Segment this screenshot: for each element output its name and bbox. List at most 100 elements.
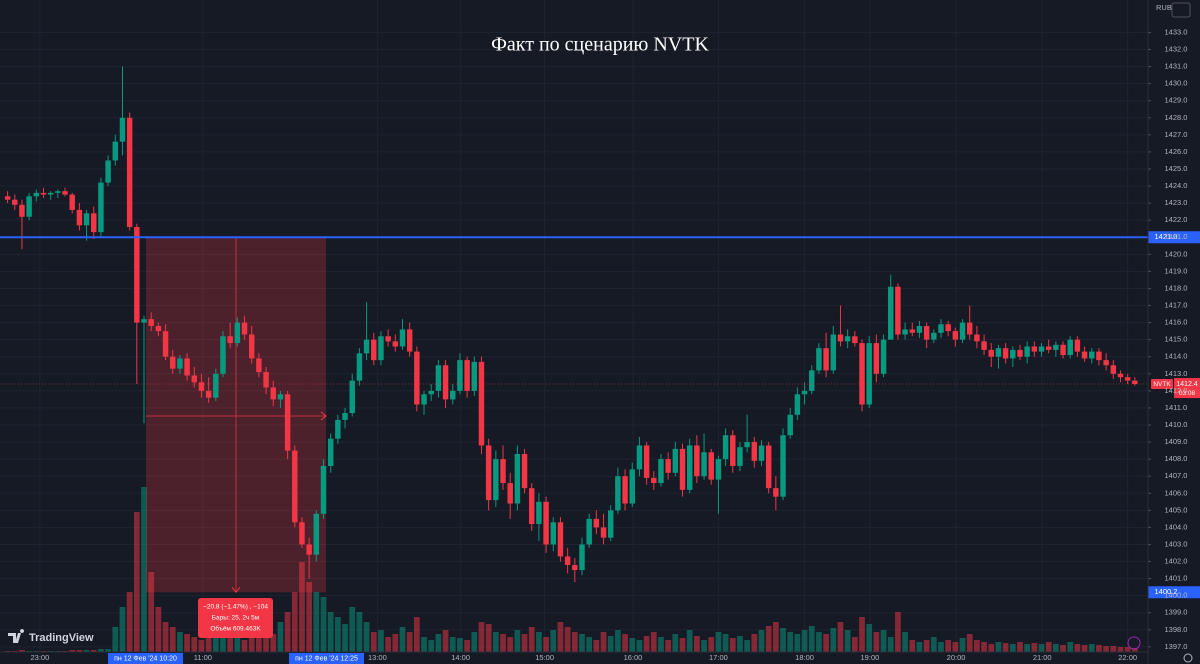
volume-bar [342, 624, 348, 652]
volume-bar [787, 632, 794, 652]
volume-bar [1060, 645, 1066, 652]
candle-body [205, 390, 212, 398]
candle-body [880, 339, 887, 374]
volume-bar [1081, 645, 1088, 652]
volume-bar [1002, 643, 1009, 652]
currency: RUB [1156, 3, 1172, 12]
volume-bar [399, 627, 406, 652]
candle-body [356, 353, 363, 381]
candle-body [327, 438, 334, 466]
candle-body [593, 518, 600, 528]
y-tick-label: 1409.0 [1165, 437, 1188, 446]
candle-body [787, 414, 793, 436]
candle-body [134, 227, 140, 323]
volume-bar [1131, 648, 1138, 652]
volume-bar [500, 634, 506, 652]
y-tick-label: 1408.0 [1165, 454, 1188, 463]
settings-button[interactable] [1171, 2, 1191, 18]
candle-body [586, 518, 592, 545]
x-tick-label: 18:00 [795, 653, 814, 662]
volume-bar [550, 630, 557, 652]
candle-body [292, 450, 298, 523]
volume-bar [184, 634, 190, 652]
volume-bar [974, 640, 980, 652]
candle-body [809, 370, 815, 391]
volume-bar [133, 512, 140, 652]
candle-body [988, 349, 994, 357]
volume-bar [679, 638, 686, 652]
volume [4, 487, 1138, 652]
candle-body [363, 339, 370, 354]
candle-body [995, 348, 1002, 357]
y-tick-label: 1426.0 [1165, 147, 1188, 156]
candle-body [19, 204, 25, 217]
candle-body [572, 564, 578, 571]
candle-body [421, 394, 427, 405]
x-tick-label: 22:00 [1118, 653, 1137, 662]
settings-icon[interactable] [1183, 653, 1193, 663]
volume-bar [356, 612, 363, 652]
y-tick-label: 1410.0 [1165, 420, 1188, 429]
x-tick-label: 23:00 [31, 653, 50, 662]
candle-body [722, 435, 729, 460]
y-tick-label: 1427.0 [1165, 130, 1188, 139]
candle-body [227, 336, 233, 344]
candle-body [916, 326, 923, 333]
volume-bar [794, 634, 801, 652]
candle-body [672, 448, 679, 473]
candle-body [12, 199, 18, 205]
y-tick-label: 1415.0 [1165, 335, 1188, 344]
volume-bar [320, 597, 327, 652]
volume-bar [938, 642, 944, 652]
volume-bar [363, 622, 370, 652]
volume-bar [428, 640, 435, 652]
alert-icon[interactable] [1127, 636, 1141, 650]
volume-bar [392, 634, 399, 652]
volume-bar [528, 627, 535, 652]
volume-bar [1024, 644, 1031, 652]
candle-body [141, 319, 147, 323]
candle-body [69, 194, 75, 210]
y-tick-label: 1418.0 [1165, 283, 1188, 292]
volume-bar [895, 612, 901, 652]
candle-body [234, 322, 241, 344]
candle-body [557, 522, 564, 557]
candle-body [751, 442, 758, 461]
candles [4, 66, 1138, 583]
volume-bar [844, 630, 851, 652]
candle-body [406, 329, 413, 352]
volume-bar [959, 638, 966, 652]
y-tick-label: 1416.0 [1165, 318, 1188, 327]
date-box [108, 653, 183, 664]
volume-bar [579, 634, 585, 652]
volume-bar [148, 572, 155, 652]
volume-bar [126, 592, 133, 652]
volume-bar [1038, 644, 1045, 652]
volume-bar [155, 607, 162, 652]
candle-body [1002, 348, 1009, 359]
logo: TradingView [8, 629, 94, 644]
candle-body [478, 361, 485, 446]
volume-bar [1096, 645, 1102, 652]
volume-bar [514, 630, 521, 652]
volume-bar [672, 634, 679, 652]
candle-body [98, 182, 104, 233]
candle-body [1024, 346, 1030, 357]
volume-bar [212, 627, 219, 652]
volume-bar [658, 637, 664, 652]
volume-bar [1074, 644, 1081, 652]
candle-body [62, 191, 68, 195]
volume-bar [19, 650, 25, 652]
volume-bar [220, 630, 226, 652]
y-tick-label: 1417.0 [1165, 301, 1188, 310]
y-tick-label: 1433.0 [1165, 27, 1188, 36]
x-tick-label: 15:00 [535, 653, 554, 662]
candle-body [1110, 365, 1117, 374]
candle-body [1096, 351, 1102, 361]
volume-bar [887, 637, 894, 652]
candle-body [852, 336, 858, 344]
y-tick-label: 1424.0 [1165, 181, 1188, 190]
y-tick-label: 1420.0 [1165, 249, 1188, 258]
candle-body [765, 445, 772, 489]
